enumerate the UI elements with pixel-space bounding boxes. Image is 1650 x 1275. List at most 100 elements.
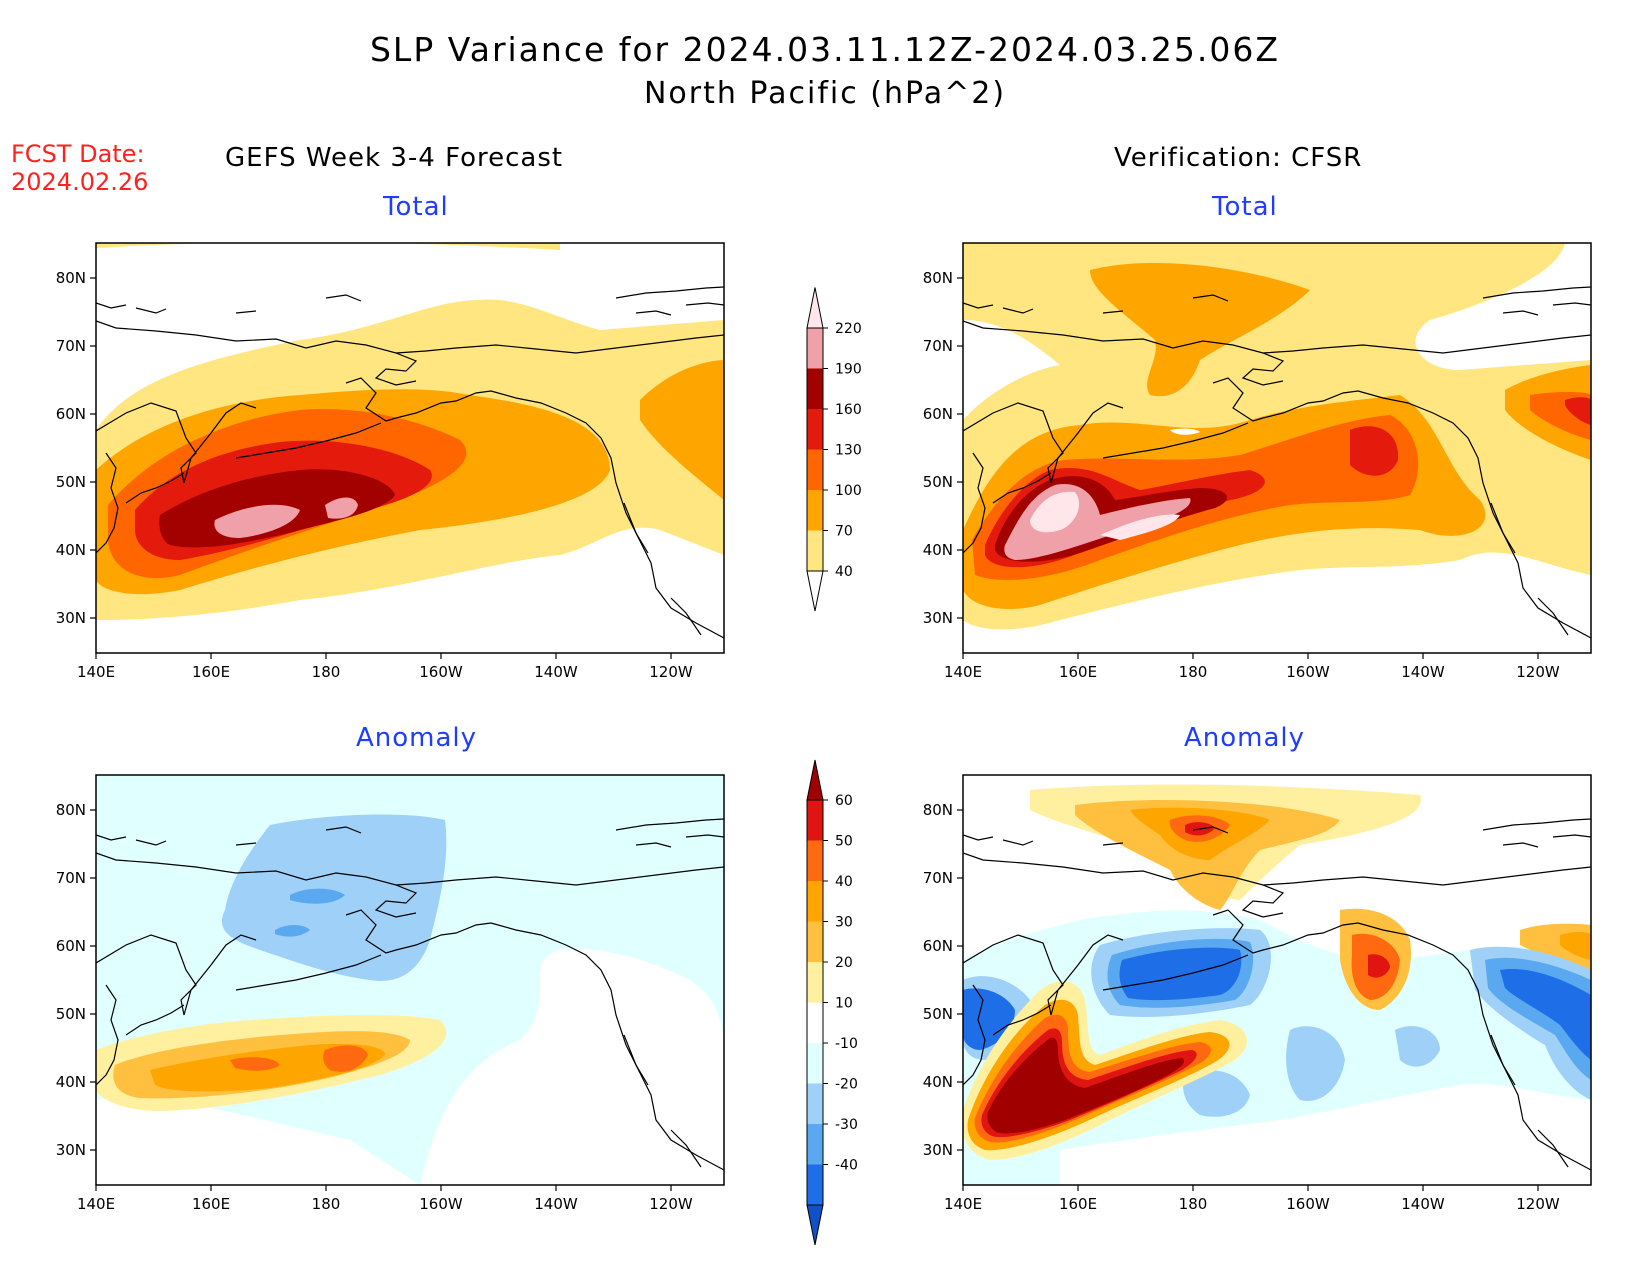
colorbar-total-swatch (807, 328, 823, 369)
colorbar-total-label: 190 (835, 362, 862, 378)
right-column-title: Verification: CFSR (1114, 143, 1363, 173)
lon-tick-label: 160E (192, 1195, 230, 1213)
colorbar-anomaly-label: -30 (835, 1117, 858, 1133)
forecast-date-value: 2024.02.26 (11, 168, 149, 196)
main-subtitle: North Pacific (hPa^2) (643, 76, 1007, 111)
colorbar-total-label: 160 (835, 402, 862, 418)
lat-tick-label: 70N (56, 869, 86, 887)
colorbar-anomaly-swatch (807, 840, 823, 881)
lat-tick-label: 40N (923, 541, 953, 559)
colorbar-anomaly-swatch (807, 1043, 823, 1084)
colorbar-anomaly-swatch (807, 1164, 823, 1205)
lat-tick-label: 70N (923, 869, 953, 887)
forecast-total-frame (95, 242, 725, 654)
lat-tick-label: 80N (923, 801, 953, 819)
colorbar-anomaly-low-end (806, 1204, 824, 1246)
colorbar-total-swatch (807, 530, 823, 571)
colorbar-anomaly-swatch (807, 881, 823, 922)
lon-tick-label: 120W (649, 663, 693, 681)
colorbar-anomaly-high-end (806, 759, 824, 801)
lon-tick-label: 160E (1059, 1195, 1097, 1213)
lon-tick-label: 180 (312, 663, 341, 681)
forecast-total-contours (96, 243, 724, 653)
lon-tick-label: 140E (944, 663, 982, 681)
colorbar-anomaly-swatch (807, 1083, 823, 1124)
panel-title-forecast-anomaly: Anomaly (356, 723, 478, 753)
lat-tick-label: 60N (56, 937, 86, 955)
colorbar-total-swatch (807, 490, 823, 531)
colorbar-anomaly-label: 50 (835, 834, 853, 850)
colorbar-anomaly-label: -20 (835, 1077, 858, 1093)
lat-tick-label: 60N (56, 405, 86, 423)
lat-tick-label: 30N (56, 609, 86, 627)
lat-tick-label: 30N (923, 1141, 953, 1159)
left-column-title: GEFS Week 3-4 Forecast (225, 143, 564, 173)
lon-tick-label: 180 (312, 1195, 341, 1213)
lat-tick-label: 50N (923, 1005, 953, 1023)
lon-tick-label: 160E (192, 663, 230, 681)
lat-tick-label: 60N (923, 405, 953, 423)
colorbar-anomaly-swatch (807, 962, 823, 1003)
colorbar-total: 40 70 100 130 160 190 220 (806, 287, 862, 612)
lat-tick-label: 80N (56, 801, 86, 819)
lon-tick-label: 120W (1516, 663, 1560, 681)
lat-tick-label: 40N (56, 541, 86, 559)
verification-anomaly-contours (963, 775, 1591, 1185)
colorbar-total-swatch (807, 368, 823, 409)
axis-labels: 80N 70N 60N 50N 40N 30N 140E 160E 180 160W 140W 120… (56, 269, 1560, 1213)
forecast-date-label: FCST Date: (11, 140, 145, 168)
lat-tick-label: 70N (56, 337, 86, 355)
colorbar-anomaly-label: -40 (835, 1158, 858, 1174)
colorbar-total-low-end (806, 570, 824, 612)
colorbar-total-swatch (807, 409, 823, 450)
forecast-anomaly-frame (95, 774, 725, 1186)
lon-tick-label: 140E (77, 663, 115, 681)
colorbar-anomaly: 60 50 40 30 20 10 -10 -20 -30 -40 (806, 759, 858, 1246)
colorbar-anomaly-label: 10 (835, 996, 853, 1012)
verification-total-contours (963, 243, 1591, 653)
lon-tick-label: 140W (534, 663, 578, 681)
colorbar-anomaly-swatch (807, 800, 823, 841)
colorbar-total-label: 70 (835, 524, 853, 540)
lon-tick-label: 160W (1286, 1195, 1330, 1213)
colorbar-anomaly-label: 20 (835, 955, 853, 971)
verification-total-frame (962, 242, 1592, 654)
lon-tick-label: 180 (1179, 1195, 1208, 1213)
colorbar-anomaly-swatch (807, 1124, 823, 1165)
colorbar-total-label: 220 (835, 321, 862, 337)
lat-tick-label: 80N (56, 269, 86, 287)
main-title: SLP Variance for 2024.03.11.12Z-2024.03.… (369, 30, 1281, 69)
panel-title-forecast-total: Total (383, 192, 449, 222)
verification-anomaly-frame (962, 774, 1592, 1186)
lat-tick-label: 40N (923, 1073, 953, 1091)
lat-tick-label: 80N (923, 269, 953, 287)
lon-tick-label: 120W (649, 1195, 693, 1213)
colorbar-anomaly-label: 60 (835, 793, 853, 809)
colorbar-anomaly-label: 40 (835, 874, 853, 890)
lat-tick-label: 70N (923, 337, 953, 355)
lat-tick-label: 50N (56, 473, 86, 491)
forecast-anomaly-contours (96, 775, 724, 1185)
lat-tick-label: 30N (923, 609, 953, 627)
lat-tick-label: 30N (56, 1141, 86, 1159)
colorbar-anomaly-swatch (807, 1002, 823, 1043)
panel-title-verification-anomaly: Anomaly (1184, 723, 1306, 753)
colorbar-anomaly-label: -10 (835, 1036, 858, 1052)
colorbar-total-swatch (807, 449, 823, 490)
lon-tick-label: 180 (1179, 663, 1208, 681)
lon-tick-label: 160W (419, 663, 463, 681)
lat-tick-label: 40N (56, 1073, 86, 1091)
colorbar-total-label: 40 (835, 564, 853, 580)
lon-tick-label: 140W (1401, 663, 1445, 681)
lon-tick-label: 160W (419, 1195, 463, 1213)
lon-tick-label: 120W (1516, 1195, 1560, 1213)
lon-tick-label: 140E (944, 1195, 982, 1213)
lon-tick-label: 160E (1059, 663, 1097, 681)
lon-tick-label: 140W (534, 1195, 578, 1213)
colorbar-anomaly-label: 30 (835, 915, 853, 931)
panel-title-verification-total: Total (1212, 192, 1278, 222)
lon-tick-label: 140W (1401, 1195, 1445, 1213)
colorbar-total-label: 130 (835, 443, 862, 459)
colorbar-total-high-end (806, 287, 824, 329)
